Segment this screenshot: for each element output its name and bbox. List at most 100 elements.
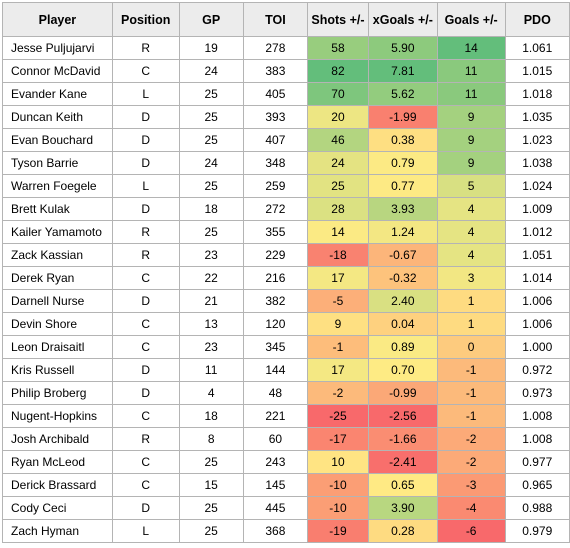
- toi-cell: 221: [242, 404, 309, 428]
- player-cell: Derek Ryan: [2, 266, 113, 290]
- position-cell: C: [111, 473, 180, 497]
- shots-cell: -10: [307, 496, 369, 520]
- pdo-cell: 1.035: [504, 105, 570, 129]
- player-cell: Connor McDavid: [2, 59, 113, 83]
- position-cell: D: [111, 105, 180, 129]
- xgoals-cell: 0.38: [367, 128, 438, 152]
- toi-cell: 243: [242, 450, 309, 474]
- player-cell: Cody Ceci: [2, 496, 113, 520]
- gp-cell: 11: [178, 358, 244, 382]
- column-header-pdo: PDO: [504, 2, 570, 37]
- table-row: Devin Shore C 13 120 9 0.04 1 1.006: [2, 312, 570, 336]
- pdo-cell: 0.972: [504, 358, 570, 382]
- xgoals-cell: 7.81: [367, 59, 438, 83]
- goals-cell: 11: [436, 59, 506, 83]
- table-row: Darnell Nurse D 21 382 -5 2.40 1 1.006: [2, 289, 570, 313]
- player-cell: Evan Bouchard: [2, 128, 113, 152]
- shots-cell: 82: [307, 59, 369, 83]
- shots-cell: 17: [307, 266, 369, 290]
- xgoals-cell: 5.62: [367, 82, 438, 106]
- position-cell: R: [111, 243, 180, 267]
- table-row: Tyson Barrie D 24 348 24 0.79 9 1.038: [2, 151, 570, 175]
- shots-cell: -17: [307, 427, 369, 451]
- table-row: Kris Russell D 11 144 17 0.70 -1 0.972: [2, 358, 570, 382]
- table-row: Brett Kulak D 18 272 28 3.93 4 1.009: [2, 197, 570, 221]
- gp-cell: 18: [178, 404, 244, 428]
- goals-cell: 14: [436, 36, 506, 60]
- table-row: Evander Kane L 25 405 70 5.62 11 1.018: [2, 82, 570, 106]
- goals-cell: 9: [436, 105, 506, 129]
- xgoals-cell: -1.66: [367, 427, 438, 451]
- player-cell: Zack Kassian: [2, 243, 113, 267]
- player-cell: Leon Draisaitl: [2, 335, 113, 359]
- toi-cell: 216: [242, 266, 309, 290]
- table-row: Ryan McLeod C 25 243 10 -2.41 -2 0.977: [2, 450, 570, 474]
- table-row: Zach Hyman L 25 368 -19 0.28 -6 0.979: [2, 519, 570, 543]
- xgoals-cell: -2.41: [367, 450, 438, 474]
- position-cell: D: [111, 128, 180, 152]
- gp-cell: 24: [178, 59, 244, 83]
- shots-cell: 28: [307, 197, 369, 221]
- shots-cell: -2: [307, 381, 369, 405]
- pdo-cell: 0.979: [504, 519, 570, 543]
- player-cell: Warren Foegele: [2, 174, 113, 198]
- player-cell: Tyson Barrie: [2, 151, 113, 175]
- toi-cell: 407: [242, 128, 309, 152]
- shots-cell: 70: [307, 82, 369, 106]
- xgoals-cell: 0.79: [367, 151, 438, 175]
- toi-cell: 259: [242, 174, 309, 198]
- gp-cell: 23: [178, 243, 244, 267]
- pdo-cell: 1.009: [504, 197, 570, 221]
- gp-cell: 25: [178, 174, 244, 198]
- goals-cell: -1: [436, 358, 506, 382]
- shots-cell: 9: [307, 312, 369, 336]
- pdo-cell: 1.061: [504, 36, 570, 60]
- gp-cell: 25: [178, 450, 244, 474]
- pdo-cell: 1.024: [504, 174, 570, 198]
- toi-cell: 368: [242, 519, 309, 543]
- pdo-cell: 0.977: [504, 450, 570, 474]
- xgoals-cell: -2.56: [367, 404, 438, 428]
- xgoals-cell: 0.77: [367, 174, 438, 198]
- shots-cell: 14: [307, 220, 369, 244]
- toi-cell: 348: [242, 151, 309, 175]
- gp-cell: 25: [178, 519, 244, 543]
- xgoals-cell: -0.99: [367, 381, 438, 405]
- gp-cell: 25: [178, 220, 244, 244]
- player-cell: Kailer Yamamoto: [2, 220, 113, 244]
- table-row: Leon Draisaitl C 23 345 -1 0.89 0 1.000: [2, 335, 570, 359]
- pdo-cell: 1.014: [504, 266, 570, 290]
- goals-cell: -1: [436, 404, 506, 428]
- position-cell: D: [111, 289, 180, 313]
- goals-cell: -4: [436, 496, 506, 520]
- toi-cell: 345: [242, 335, 309, 359]
- table-row: Cody Ceci D 25 445 -10 3.90 -4 0.988: [2, 496, 570, 520]
- goals-cell: -6: [436, 519, 506, 543]
- pdo-cell: 0.965: [504, 473, 570, 497]
- position-cell: C: [111, 312, 180, 336]
- shots-cell: 46: [307, 128, 369, 152]
- toi-cell: 383: [242, 59, 309, 83]
- position-cell: C: [111, 404, 180, 428]
- toi-cell: 272: [242, 197, 309, 221]
- position-cell: C: [111, 266, 180, 290]
- player-cell: Nugent-Hopkins: [2, 404, 113, 428]
- gp-cell: 19: [178, 36, 244, 60]
- xgoals-cell: 2.40: [367, 289, 438, 313]
- goals-cell: 4: [436, 197, 506, 221]
- xgoals-cell: -0.32: [367, 266, 438, 290]
- table-row: Duncan Keith D 25 393 20 -1.99 9 1.035: [2, 105, 570, 129]
- player-cell: Devin Shore: [2, 312, 113, 336]
- xgoals-cell: 1.24: [367, 220, 438, 244]
- gp-cell: 25: [178, 128, 244, 152]
- toi-cell: 355: [242, 220, 309, 244]
- pdo-cell: 1.000: [504, 335, 570, 359]
- toi-cell: 445: [242, 496, 309, 520]
- goals-cell: 4: [436, 243, 506, 267]
- gp-cell: 8: [178, 427, 244, 451]
- toi-cell: 382: [242, 289, 309, 313]
- toi-cell: 405: [242, 82, 309, 106]
- shots-cell: 24: [307, 151, 369, 175]
- xgoals-cell: 0.04: [367, 312, 438, 336]
